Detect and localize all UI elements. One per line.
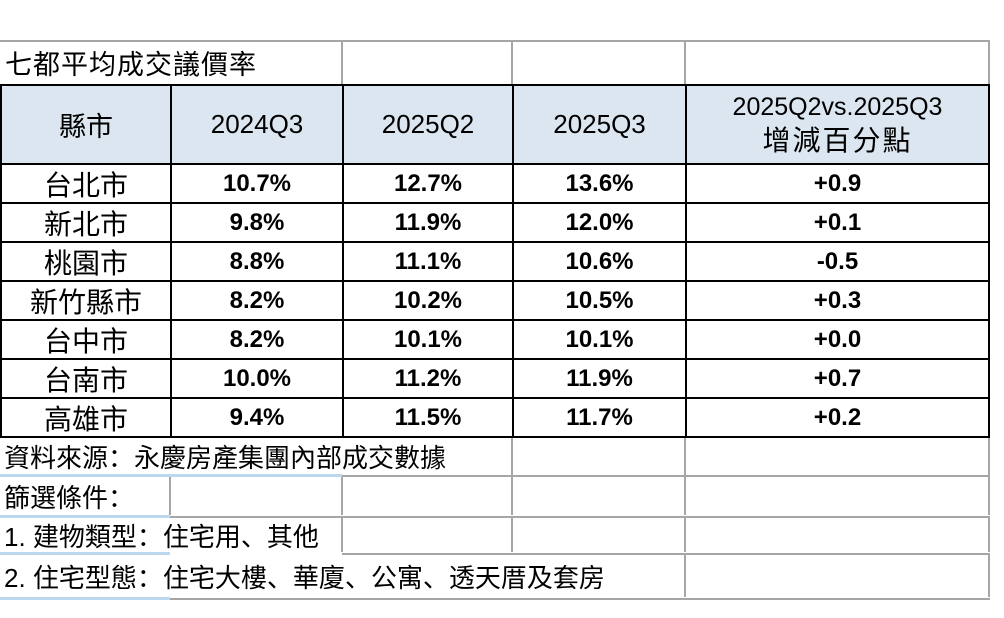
filter-item1-note: 1. 建物類型：住宅用、其他 [4,521,319,552]
gridline [988,438,990,476]
gridline [511,438,513,476]
gridline-top [0,40,990,42]
gridline [511,477,513,515]
cell-city: 桃園市 [2,241,170,280]
gridline [170,516,990,518]
header-cell-2024q3: 2024Q3 [170,86,342,163]
cell-value: 8.8% [170,241,342,280]
accent-underline [0,515,170,518]
cell-change: +0.1 [685,202,988,241]
header-cell-2025q3: 2025Q3 [512,86,685,163]
cell-value: 12.7% [342,163,512,202]
table-title: 七都平均成交議價率 [5,49,257,81]
cell-city: 台中市 [2,319,170,358]
cell-change: +0.3 [685,280,988,319]
gridline [988,518,990,552]
accent-underline [0,474,342,477]
cell-change: +0.0 [685,319,988,358]
gridline [511,518,513,552]
source-note: 資料來源：永慶房產集團內部成交數據 [4,442,447,473]
gridline [170,598,990,600]
filter-item2-note: 2. 住宅型態：住宅大樓、華廈、公寓、透天厝及套房 [4,562,605,593]
cell-value: 11.7% [512,397,685,436]
gridline-title-col2 [341,40,343,84]
cell-change: -0.5 [685,241,988,280]
cell-value: 11.9% [342,202,512,241]
gridline [988,555,990,597]
gridline [169,477,171,515]
gridline [341,477,343,515]
gridline-title-col3 [511,40,513,84]
cell-value: 11.1% [342,241,512,280]
cell-value: 11.2% [342,358,512,397]
gridline-title-right [988,40,990,84]
header-change-line1: 2025Q2vs.2025Q3 [732,92,943,121]
cell-value: 9.4% [170,397,342,436]
gridline [988,477,990,515]
accent-underline [0,597,170,600]
header-cell-2025q2: 2025Q2 [342,86,512,163]
cell-value: 10.1% [512,319,685,358]
gridline [684,518,686,552]
cell-value: 12.0% [512,202,685,241]
cell-change: +0.2 [685,397,988,436]
cell-value: 11.5% [342,397,512,436]
gridline [684,555,686,597]
gridline [342,553,990,555]
cell-value: 9.8% [170,202,342,241]
cell-city: 新竹縣市 [2,280,170,319]
cell-value: 11.9% [512,358,685,397]
accent-underline [0,552,170,555]
cell-value: 10.1% [342,319,512,358]
cell-city: 台南市 [2,358,170,397]
cell-city: 高雄市 [2,397,170,436]
cell-change: +0.7 [685,358,988,397]
gridline [341,518,343,552]
header-change-line2: 增減百分點 [762,123,913,157]
cell-city: 新北市 [2,202,170,241]
cell-value: 10.2% [342,280,512,319]
cell-value: 10.5% [512,280,685,319]
cell-value: 8.2% [170,280,342,319]
header-cell-change: 2025Q2vs.2025Q3 增減百分點 [685,86,988,163]
gridline [684,438,686,476]
cell-value: 10.6% [512,241,685,280]
cell-value: 10.7% [170,163,342,202]
cell-city: 台北市 [2,163,170,202]
gridline [342,475,990,477]
header-cell-city: 縣市 [2,86,170,163]
cell-change: +0.9 [685,163,988,202]
cell-value: 13.6% [512,163,685,202]
filter-title-note: 篩選條件： [4,482,135,513]
gridline [684,477,686,515]
gridline-title-col4 [684,40,686,84]
cell-value: 8.2% [170,319,342,358]
negotiation-rate-table: 縣市 2024Q3 2025Q2 2025Q3 2025Q2vs.2025Q3 … [0,84,990,438]
cell-value: 10.0% [170,358,342,397]
